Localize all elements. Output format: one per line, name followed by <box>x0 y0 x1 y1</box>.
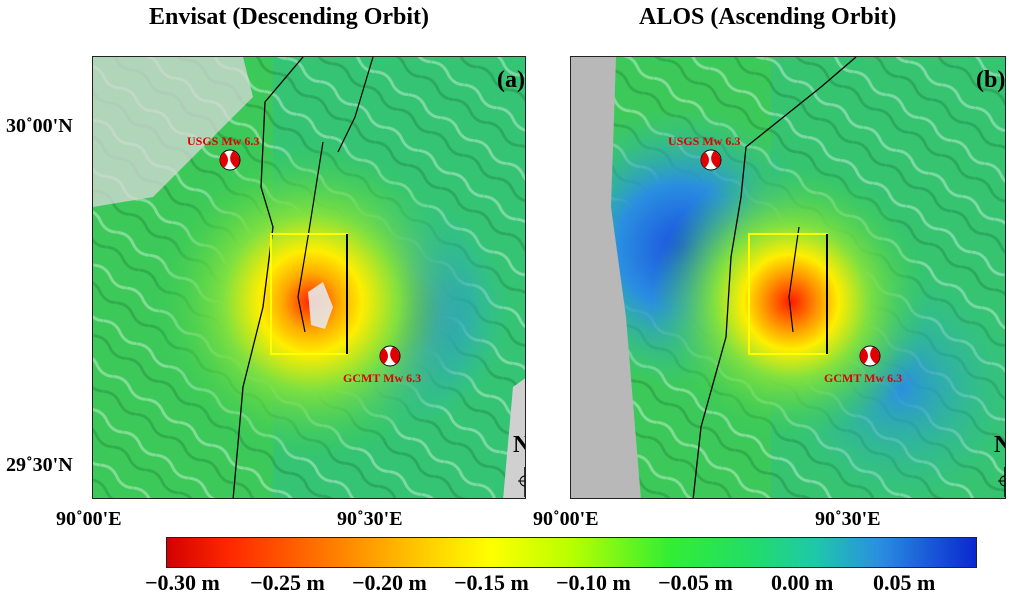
colorbar-label-5: −0.10 m <box>556 570 631 595</box>
gcmt-beachball-b <box>859 345 881 367</box>
fault-line-b2 <box>788 226 800 333</box>
lon-label-a-90-30e: 90˚30'E <box>337 508 403 530</box>
colorbar-label-4: −0.15 m <box>454 570 529 595</box>
fault-line-a3 <box>337 57 374 153</box>
lon-label-a-90e: 90˚00'E <box>56 508 122 530</box>
north-label-b: N <box>994 432 1005 459</box>
map-panel-b: (b) USGS Mw 6.3 GCMT Mw 6.3 N <box>570 56 1006 499</box>
lat-label-29-30n: 29˚30'N <box>6 454 73 476</box>
north-label-a: N <box>513 432 525 459</box>
panel-a-title: Envisat (Descending Orbit) <box>149 4 430 30</box>
gcmt-beachball-a <box>379 345 401 367</box>
colorbar-label-8: 0.05 m <box>873 570 936 595</box>
no-data-area-a2 <box>503 378 525 498</box>
fault-line-a1 <box>232 57 304 498</box>
no-data-area-a1 <box>93 57 253 207</box>
colorbar <box>166 537 977 568</box>
usgs-beachball-a <box>219 149 241 171</box>
map-panel-a: (a) USGS Mw 6.3 GCMT Mw 6.3 N <box>92 56 526 499</box>
lon-label-b-90-30e: 90˚30'E <box>815 508 881 530</box>
lon-label-b-90e: 90˚00'E <box>533 508 599 530</box>
gcmt-label-b: GCMT Mw 6.3 <box>824 371 903 385</box>
panel-b-title: ALOS (Ascending Orbit) <box>639 4 897 30</box>
usgs-label-b: USGS Mw 6.3 <box>668 134 741 148</box>
north-arrow-a <box>518 467 525 497</box>
lat-label-30n: 30˚00'N <box>6 115 73 137</box>
colorbar-label-6: −0.05 m <box>658 570 733 595</box>
colorbar-label-7: 0.00 m <box>771 570 834 595</box>
north-arrow-b <box>998 467 1005 497</box>
no-data-area-b <box>571 57 641 498</box>
gcmt-label-a: GCMT Mw 6.3 <box>343 371 422 385</box>
panel-a-letter: (a) <box>497 67 525 93</box>
colorbar-label-2: −0.25 m <box>250 570 325 595</box>
usgs-label-a: USGS Mw 6.3 <box>187 134 260 148</box>
colorbar-label-3: −0.20 m <box>352 570 427 595</box>
colorbar-label-1: −0.30 m <box>145 570 220 595</box>
usgs-beachball-b <box>700 149 722 171</box>
panel-b-letter: (b) <box>976 67 1006 93</box>
fault-line-a2 <box>297 141 324 333</box>
fault-line-b1 <box>692 57 857 498</box>
